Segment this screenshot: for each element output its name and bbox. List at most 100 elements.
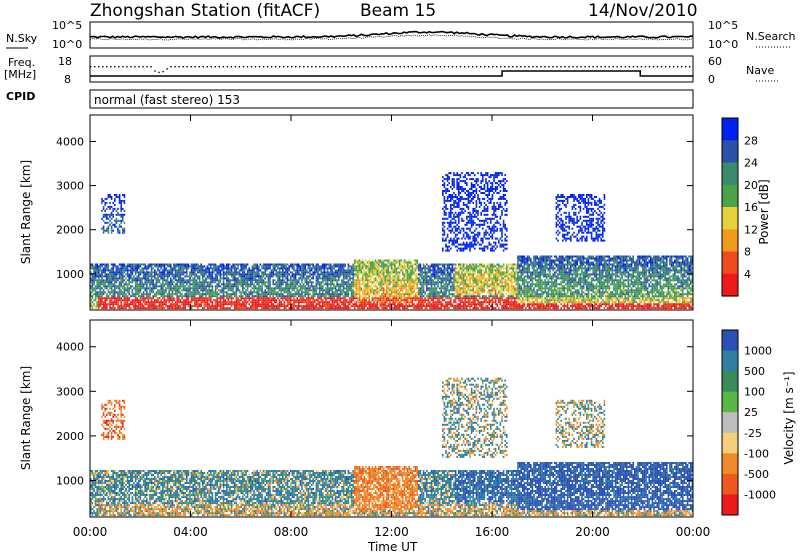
power-cell bbox=[128, 275, 130, 278]
power-cell bbox=[286, 283, 289, 286]
power-cell bbox=[350, 283, 353, 286]
power-cell bbox=[254, 295, 257, 298]
power-cell bbox=[282, 267, 284, 270]
power-cell bbox=[414, 267, 417, 270]
power-cell bbox=[118, 295, 121, 298]
power-cell bbox=[459, 197, 462, 200]
power-cell bbox=[200, 289, 202, 292]
nave-dot bbox=[660, 66, 663, 68]
power-cell bbox=[312, 285, 314, 288]
power-cell bbox=[406, 281, 409, 284]
power-cell bbox=[330, 277, 332, 280]
power-cell bbox=[454, 305, 457, 308]
power-cell bbox=[187, 287, 190, 290]
power-cell bbox=[373, 263, 375, 266]
power-cell bbox=[162, 305, 164, 308]
power-cell bbox=[134, 263, 137, 266]
power-cell bbox=[222, 303, 225, 306]
nave-dot bbox=[230, 66, 233, 68]
power-cell bbox=[304, 265, 306, 268]
power-cell bbox=[371, 265, 374, 268]
power-cell bbox=[368, 259, 370, 262]
power-cell bbox=[448, 199, 450, 202]
power-cell bbox=[442, 227, 444, 230]
power-cell bbox=[446, 188, 449, 190]
power-cell bbox=[266, 287, 268, 290]
power-cell bbox=[251, 283, 254, 286]
power-cell bbox=[147, 263, 150, 266]
power-cell bbox=[237, 303, 239, 306]
power-cell bbox=[298, 277, 300, 280]
power-cell bbox=[224, 301, 226, 304]
power-cell bbox=[402, 273, 404, 276]
power-cell bbox=[146, 297, 148, 300]
power-cell bbox=[166, 283, 169, 286]
power-cell bbox=[133, 299, 135, 302]
power-cell bbox=[192, 293, 194, 296]
power-cell bbox=[325, 297, 327, 300]
power-cell bbox=[448, 283, 450, 286]
power-cell bbox=[346, 307, 348, 310]
nave-dot bbox=[576, 66, 578, 68]
power-cell bbox=[427, 271, 430, 274]
power-cell bbox=[453, 178, 455, 181]
power-cell bbox=[298, 303, 300, 306]
power-cell bbox=[242, 303, 244, 306]
power-cell bbox=[406, 267, 409, 270]
power-cell bbox=[414, 273, 417, 276]
power-cell bbox=[406, 269, 409, 272]
power-cell bbox=[282, 289, 284, 292]
power-cell bbox=[120, 293, 122, 296]
power-cell bbox=[181, 273, 183, 276]
power-cell bbox=[173, 287, 175, 290]
nave-dot bbox=[182, 66, 184, 68]
power-cell bbox=[381, 289, 383, 292]
power-cell bbox=[110, 283, 113, 286]
power-cell bbox=[112, 295, 114, 298]
power-cell bbox=[293, 303, 295, 306]
power-cell bbox=[315, 275, 318, 278]
power-cell bbox=[109, 287, 111, 290]
power-cell bbox=[294, 275, 297, 278]
power-cell bbox=[456, 229, 458, 232]
power-cell bbox=[235, 299, 238, 302]
power-cell bbox=[134, 273, 137, 276]
power-cell bbox=[155, 265, 158, 268]
power-cell bbox=[238, 299, 241, 302]
power-cell bbox=[274, 301, 276, 304]
power-cell bbox=[120, 289, 122, 292]
power-cell bbox=[459, 269, 462, 272]
power-cell bbox=[419, 279, 422, 282]
power-cell bbox=[232, 279, 234, 282]
power-cell bbox=[382, 301, 385, 304]
power-cell bbox=[190, 265, 193, 268]
power-cell bbox=[118, 197, 121, 200]
power-cell bbox=[370, 271, 372, 274]
power-cell bbox=[394, 275, 396, 278]
power-cell bbox=[461, 287, 463, 290]
power-cell bbox=[451, 243, 454, 246]
power-cell bbox=[126, 275, 129, 278]
power-cell bbox=[430, 273, 433, 276]
power-cell bbox=[182, 307, 185, 310]
power-cell bbox=[104, 265, 106, 268]
power-cell bbox=[336, 285, 338, 288]
power-cell bbox=[117, 267, 119, 270]
power-cell bbox=[346, 289, 348, 292]
power-cell bbox=[286, 297, 289, 300]
power-cell bbox=[405, 307, 407, 310]
power-cell bbox=[123, 307, 126, 310]
power-cell bbox=[262, 307, 265, 310]
power-cell bbox=[400, 301, 402, 304]
power-cell bbox=[282, 273, 284, 276]
power-cell bbox=[422, 275, 425, 278]
power-cell bbox=[267, 281, 270, 284]
power-cell bbox=[445, 297, 447, 300]
power-cell bbox=[422, 289, 425, 292]
power-cell bbox=[261, 301, 263, 304]
power-cell bbox=[450, 299, 452, 302]
power-cell bbox=[330, 305, 332, 308]
power-cell bbox=[339, 273, 342, 276]
power-cell bbox=[91, 279, 94, 282]
